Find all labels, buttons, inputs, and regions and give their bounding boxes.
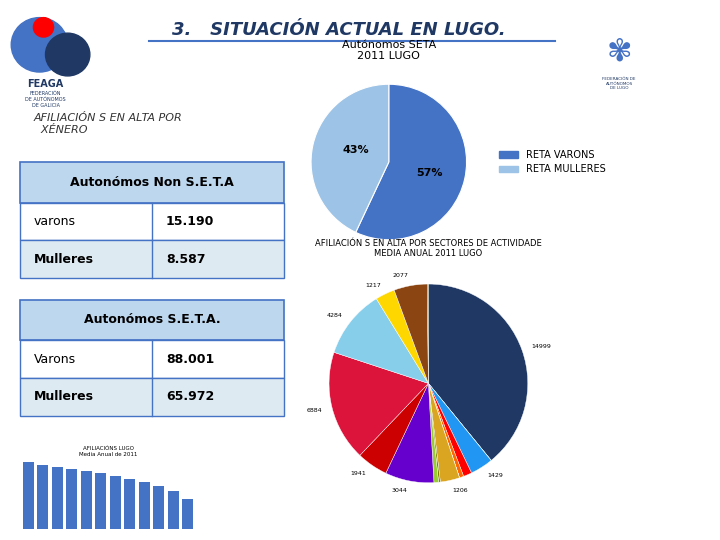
Wedge shape — [356, 84, 467, 240]
Text: 3.   SITUACIÓN ACTUAL EN LUGO.: 3. SITUACIÓN ACTUAL EN LUGO. — [171, 21, 505, 39]
Wedge shape — [360, 383, 428, 473]
Circle shape — [33, 18, 53, 37]
Text: 65.972: 65.972 — [166, 390, 214, 403]
Wedge shape — [428, 383, 438, 483]
Text: 4284: 4284 — [327, 313, 343, 318]
Wedge shape — [428, 383, 472, 476]
Wedge shape — [428, 383, 491, 461]
Text: FEAGA: FEAGA — [27, 79, 63, 89]
Text: 43%: 43% — [343, 145, 369, 154]
Bar — [95, 474, 106, 529]
Text: DE GALICIA: DE GALICIA — [32, 103, 60, 108]
Wedge shape — [428, 383, 459, 478]
Text: 1217: 1217 — [365, 282, 381, 288]
Text: Autonómos Non S.E.T.A: Autonómos Non S.E.T.A — [71, 176, 234, 189]
Wedge shape — [329, 352, 428, 455]
Legend: RETA VARONS, RETA MULLERES: RETA VARONS, RETA MULLERES — [495, 146, 610, 178]
Wedge shape — [428, 383, 491, 473]
Text: 8.587: 8.587 — [166, 253, 205, 266]
FancyBboxPatch shape — [20, 162, 284, 202]
Text: 1941: 1941 — [351, 471, 366, 476]
Text: Varons: Varons — [34, 353, 76, 366]
Text: Mulleres: Mulleres — [34, 390, 94, 403]
Text: ✾: ✾ — [606, 37, 632, 66]
Text: DE AUTÓNOMOS: DE AUTÓNOMOS — [25, 97, 66, 102]
Text: 14999: 14999 — [531, 344, 552, 349]
Bar — [153, 486, 164, 529]
Text: 1206: 1206 — [452, 488, 468, 492]
Wedge shape — [334, 299, 428, 383]
Wedge shape — [428, 383, 441, 482]
Text: 1429: 1429 — [487, 473, 503, 478]
Text: FEDERACIÓN DE
AUTÓNOMOS
DE LUGO: FEDERACIÓN DE AUTÓNOMOS DE LUGO — [603, 77, 636, 90]
Wedge shape — [311, 84, 389, 232]
FancyBboxPatch shape — [20, 340, 284, 378]
Text: varons: varons — [34, 215, 76, 228]
Wedge shape — [428, 383, 464, 478]
Bar — [52, 467, 63, 529]
Bar — [37, 465, 48, 529]
Text: 88.001: 88.001 — [166, 353, 214, 366]
Circle shape — [45, 33, 90, 76]
Circle shape — [12, 18, 68, 72]
Bar — [182, 498, 193, 529]
Bar — [23, 462, 34, 529]
Wedge shape — [428, 284, 528, 461]
Text: 15.190: 15.190 — [166, 215, 214, 228]
Title: Autónomos SETA
2011 LUGO: Autónomos SETA 2011 LUGO — [342, 39, 436, 61]
Text: Autonómos S.E.T.A.: Autonómos S.E.T.A. — [84, 313, 220, 327]
Title: AFILIACIÓNS LUGO
Media Anual de 2011: AFILIACIÓNS LUGO Media Anual de 2011 — [78, 447, 138, 457]
Bar — [110, 476, 121, 529]
Wedge shape — [428, 383, 459, 482]
Title: AFILIACIÓN S EN ALTA POR SECTORES DE ACTIVIDADE
MEDIA ANUAL 2011 LUGO: AFILIACIÓN S EN ALTA POR SECTORES DE ACT… — [315, 239, 541, 259]
Text: FEDERACIÓN: FEDERACIÓN — [30, 91, 61, 96]
Bar — [139, 482, 150, 529]
FancyBboxPatch shape — [20, 300, 284, 340]
Text: AFILIACIÓN S EN ALTA POR
  XÉNERO: AFILIACIÓN S EN ALTA POR XÉNERO — [34, 113, 183, 135]
Text: Mulleres: Mulleres — [34, 253, 94, 266]
FancyBboxPatch shape — [20, 240, 284, 278]
FancyBboxPatch shape — [20, 202, 284, 240]
Wedge shape — [386, 383, 434, 483]
Text: 3044: 3044 — [392, 488, 408, 493]
Wedge shape — [377, 290, 428, 383]
Text: 6884: 6884 — [307, 408, 323, 413]
Wedge shape — [427, 284, 428, 383]
Bar — [168, 491, 179, 529]
Bar — [125, 479, 135, 529]
Bar — [66, 469, 77, 529]
Text: 2077: 2077 — [393, 273, 409, 279]
Text: 57%: 57% — [416, 168, 443, 178]
Wedge shape — [394, 284, 428, 383]
FancyBboxPatch shape — [20, 378, 284, 416]
Bar — [81, 471, 91, 529]
